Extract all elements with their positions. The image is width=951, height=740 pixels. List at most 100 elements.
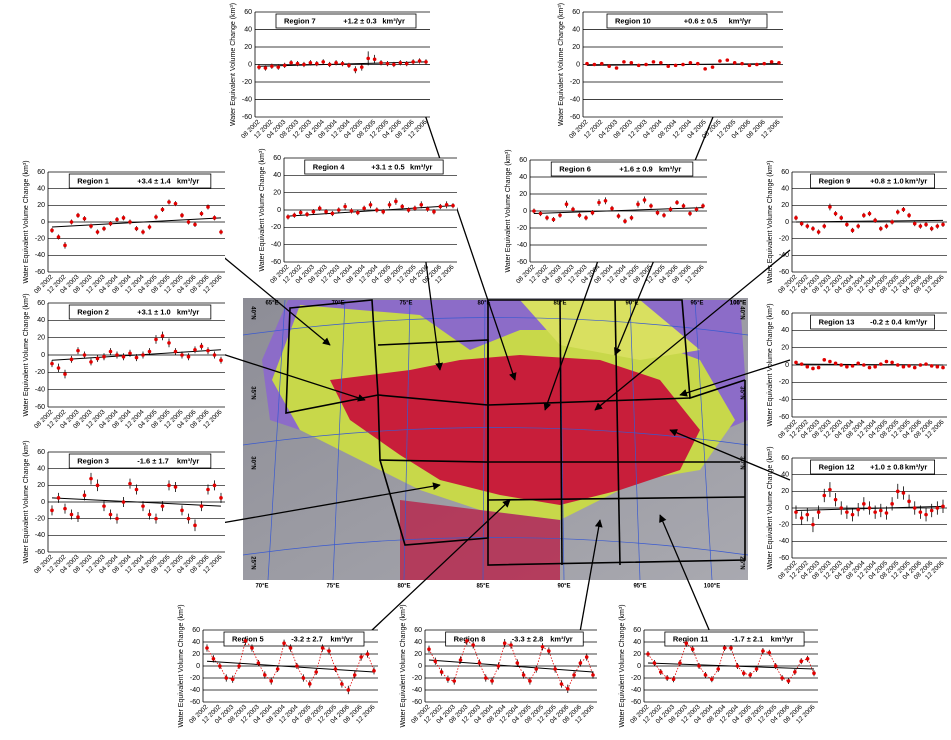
map-lon-label: 85°E	[476, 584, 489, 590]
y-tick-label: -40	[35, 252, 45, 259]
data-point	[359, 655, 363, 659]
data-point	[834, 212, 838, 216]
data-point	[289, 646, 293, 650]
data-point	[63, 372, 67, 376]
panel-rate: -0.2 ± 0.4	[870, 317, 902, 326]
y-tick-label: -60	[779, 414, 789, 421]
data-point	[200, 345, 204, 349]
data-point	[250, 646, 254, 650]
data-point	[102, 355, 106, 359]
data-point	[154, 517, 158, 521]
data-point	[187, 517, 191, 521]
y-tick-label: 20	[244, 44, 252, 51]
data-point	[219, 230, 223, 234]
y-tick-label: 0	[523, 208, 527, 215]
data-point	[308, 682, 312, 686]
data-point	[372, 669, 376, 673]
y-axis-label: Water Equivalent Volume Change (km³)	[230, 3, 237, 126]
data-point	[545, 216, 549, 220]
y-tick-label: -20	[779, 236, 789, 243]
data-point	[321, 60, 325, 64]
y-tick-label: -60	[35, 269, 45, 276]
data-point	[115, 517, 119, 521]
data-point	[327, 649, 331, 653]
data-point	[522, 673, 526, 677]
data-point	[459, 658, 463, 662]
panel-title: Region 11	[673, 634, 708, 643]
y-tick-label: 0	[418, 663, 422, 670]
map-lon-label: 70°E	[331, 301, 344, 307]
y-tick-label: 20	[192, 651, 200, 658]
data-point	[885, 511, 889, 515]
data-point	[57, 235, 61, 239]
y-tick-label: 20	[37, 202, 45, 209]
panel: -60-40-200204060Water Equivalent Volume …	[178, 604, 378, 727]
data-point	[347, 688, 351, 692]
data-point	[649, 204, 653, 208]
data-point	[180, 214, 184, 218]
data-point	[733, 61, 737, 65]
data-point	[161, 208, 165, 212]
data-point	[822, 224, 826, 228]
data-point	[218, 664, 222, 668]
y-tick-label: -40	[779, 252, 789, 259]
y-tick-label: 40	[192, 639, 200, 646]
data-point	[102, 504, 106, 508]
y-tick-label: -40	[631, 687, 641, 694]
y-axis-label: Water Equivalent Volume Change (km³)	[619, 604, 626, 727]
data-point	[653, 661, 657, 665]
data-point	[851, 513, 855, 517]
y-axis-label: Water Equivalent Volume Change (km³)	[505, 149, 512, 272]
data-point	[636, 202, 640, 206]
panel-rate-unit: km³/yr	[550, 634, 573, 643]
data-point	[579, 661, 583, 665]
y-tick-label: 40	[633, 639, 641, 646]
data-point	[167, 200, 171, 204]
data-point	[193, 223, 197, 227]
data-point	[726, 58, 730, 62]
panel-rate: +0.8 ± 1.0	[870, 176, 904, 185]
data-point	[128, 482, 132, 486]
data-point	[812, 671, 816, 675]
data-point	[941, 505, 945, 509]
data-point	[768, 651, 772, 655]
data-point	[558, 213, 562, 217]
y-tick-label: -40	[779, 397, 789, 404]
data-point	[930, 509, 934, 513]
map-lat-label: 40°N	[738, 306, 744, 319]
panel-rate: -1.6 ± 1.7	[137, 456, 169, 465]
data-point	[591, 211, 595, 215]
y-tick-label: -20	[779, 522, 789, 529]
data-point	[547, 649, 551, 653]
data-point	[828, 205, 832, 209]
data-point	[607, 64, 611, 68]
data-point	[434, 659, 438, 663]
data-point	[405, 62, 409, 66]
panel-title: Region 12	[819, 462, 855, 471]
y-tick-label: 40	[519, 174, 527, 181]
map-lon-label: 95°E	[690, 301, 703, 307]
data-point	[822, 494, 826, 498]
y-tick-label: -20	[35, 236, 45, 243]
panel-rate: +3.4 ± 1.4	[137, 176, 171, 185]
data-point	[689, 61, 693, 65]
data-point	[471, 643, 475, 647]
data-point	[902, 365, 906, 369]
y-tick-label: -40	[35, 387, 45, 394]
y-tick-label: -40	[517, 242, 527, 249]
data-point	[856, 508, 860, 512]
panel: -60-40-200204060Water Equivalent Volume …	[400, 604, 597, 727]
data-point	[366, 57, 370, 61]
panel-rate: +1.0 ± 0.8	[870, 462, 904, 471]
data-point	[811, 367, 815, 371]
panel: -60-40-200204060Water Equivalent Volume …	[23, 440, 225, 575]
data-point	[742, 671, 746, 675]
data-point	[490, 679, 494, 683]
data-point	[862, 363, 866, 367]
data-point	[622, 60, 626, 64]
data-point	[794, 216, 798, 220]
data-point	[885, 360, 889, 364]
data-point	[451, 204, 455, 208]
data-point	[541, 645, 545, 649]
